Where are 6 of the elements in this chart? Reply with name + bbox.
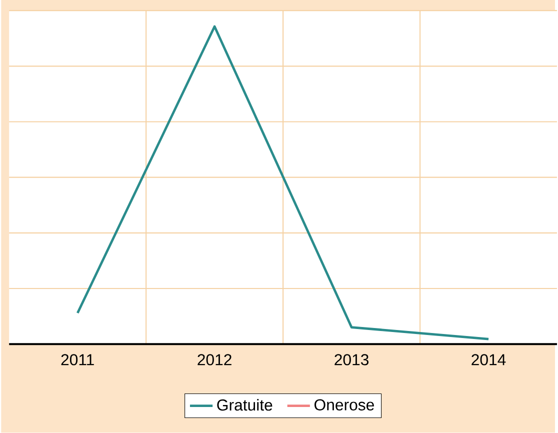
legend-label: Gratuite bbox=[217, 399, 272, 411]
legend-label: Onerose bbox=[314, 399, 374, 411]
x-tick-label: 2013 bbox=[334, 354, 368, 366]
x-tick-label: 2011 bbox=[61, 354, 94, 366]
x-tick-label: 2014 bbox=[472, 354, 506, 366]
x-tick-label: 2012 bbox=[198, 354, 232, 366]
